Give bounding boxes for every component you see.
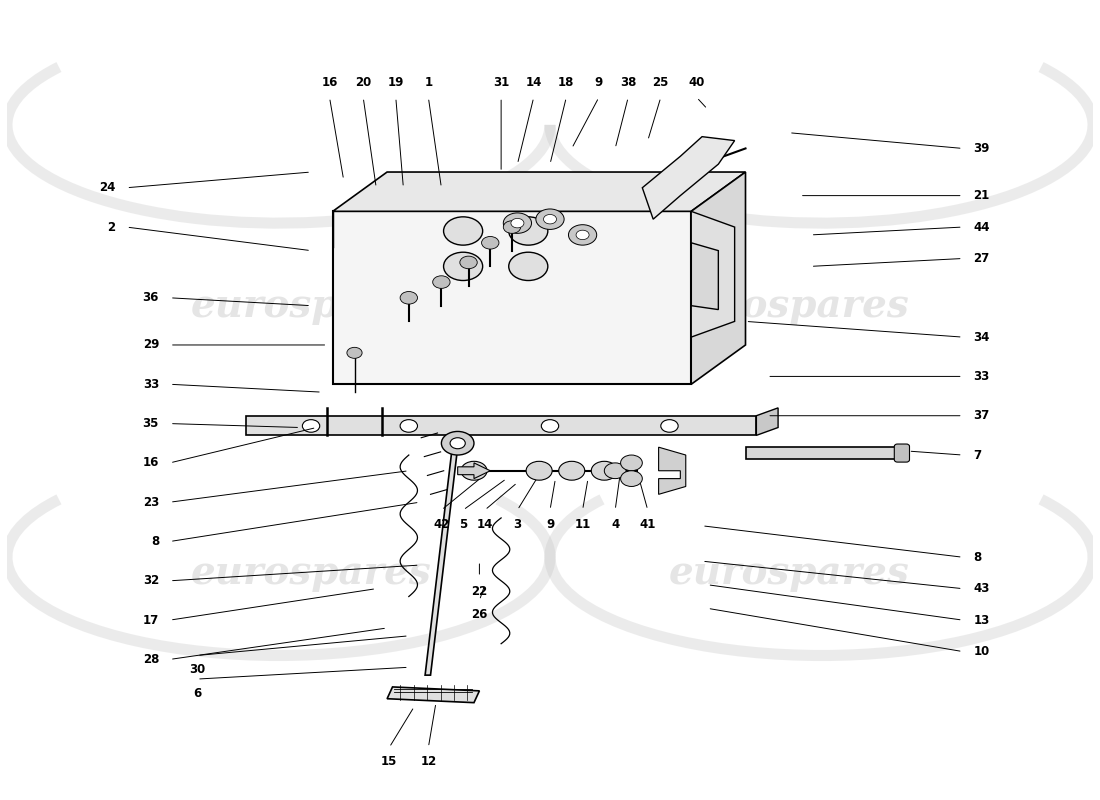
Text: 19: 19	[387, 77, 404, 90]
Text: 9: 9	[595, 77, 603, 90]
Text: 5: 5	[459, 518, 468, 531]
Text: 41: 41	[639, 518, 656, 531]
Polygon shape	[425, 447, 458, 675]
FancyBboxPatch shape	[333, 211, 691, 384]
Circle shape	[536, 209, 564, 230]
Text: 8: 8	[974, 550, 982, 564]
Text: 4: 4	[610, 518, 619, 531]
Text: 30: 30	[189, 663, 205, 676]
Text: 34: 34	[974, 330, 990, 344]
Polygon shape	[458, 463, 491, 478]
Text: 35: 35	[143, 417, 160, 430]
Text: 38: 38	[620, 77, 637, 90]
Text: eurospares: eurospares	[669, 554, 910, 592]
Text: 24: 24	[99, 182, 116, 194]
Text: 10: 10	[974, 645, 990, 658]
Text: 33: 33	[143, 378, 160, 390]
Text: 26: 26	[471, 608, 487, 622]
Circle shape	[620, 470, 642, 486]
Text: 40: 40	[689, 77, 705, 90]
Text: 32: 32	[143, 574, 160, 587]
Circle shape	[400, 420, 418, 432]
Polygon shape	[387, 687, 480, 702]
Text: 44: 44	[974, 221, 990, 234]
Text: 17: 17	[143, 614, 160, 626]
Text: eurospares: eurospares	[190, 554, 431, 592]
Circle shape	[460, 256, 477, 269]
Text: 15: 15	[381, 755, 397, 768]
Circle shape	[346, 347, 362, 358]
Polygon shape	[691, 211, 735, 337]
Circle shape	[482, 237, 499, 249]
Text: 3: 3	[514, 518, 521, 531]
Circle shape	[543, 214, 557, 224]
Text: 16: 16	[143, 456, 160, 470]
Text: 21: 21	[974, 189, 990, 202]
Text: 20: 20	[355, 77, 372, 90]
Polygon shape	[746, 447, 898, 459]
Circle shape	[510, 218, 524, 228]
Polygon shape	[691, 172, 746, 384]
Text: 29: 29	[143, 338, 160, 351]
Circle shape	[508, 252, 548, 281]
Text: 18: 18	[558, 77, 574, 90]
Circle shape	[461, 462, 487, 480]
Text: 42: 42	[433, 518, 450, 531]
Text: 14: 14	[526, 77, 542, 90]
Text: 2: 2	[108, 221, 115, 234]
Circle shape	[508, 217, 548, 245]
Text: 39: 39	[974, 142, 990, 155]
Text: 12: 12	[420, 755, 437, 768]
Text: 14: 14	[476, 518, 493, 531]
Polygon shape	[757, 408, 778, 435]
Text: eurospares: eurospares	[190, 286, 431, 325]
Text: 33: 33	[974, 370, 990, 383]
Circle shape	[441, 431, 474, 455]
Circle shape	[541, 420, 559, 432]
Circle shape	[559, 462, 585, 480]
Text: 16: 16	[321, 77, 338, 90]
Circle shape	[443, 252, 483, 281]
Text: 36: 36	[143, 291, 160, 304]
Circle shape	[569, 225, 596, 245]
Circle shape	[400, 291, 418, 304]
Circle shape	[620, 455, 642, 470]
Text: 28: 28	[143, 653, 160, 666]
Text: 37: 37	[974, 410, 990, 422]
FancyBboxPatch shape	[894, 444, 910, 462]
Text: 6: 6	[192, 687, 201, 700]
Circle shape	[504, 221, 520, 234]
Text: 7: 7	[974, 449, 981, 462]
Circle shape	[302, 420, 320, 432]
Circle shape	[604, 463, 626, 478]
Circle shape	[504, 213, 531, 234]
Text: 11: 11	[574, 518, 591, 531]
Circle shape	[443, 217, 483, 245]
Text: 25: 25	[652, 77, 669, 90]
Circle shape	[450, 438, 465, 449]
Circle shape	[432, 276, 450, 288]
Polygon shape	[642, 137, 735, 219]
Text: eurospares: eurospares	[669, 286, 910, 325]
Circle shape	[526, 462, 552, 480]
Text: 43: 43	[974, 582, 990, 595]
Text: 1: 1	[425, 77, 432, 90]
Text: 22: 22	[471, 585, 487, 598]
Text: 31: 31	[493, 77, 509, 90]
Circle shape	[576, 230, 590, 240]
Polygon shape	[333, 172, 746, 211]
Polygon shape	[659, 447, 685, 494]
Text: 8: 8	[151, 535, 160, 548]
Text: 23: 23	[143, 496, 160, 509]
Circle shape	[661, 420, 679, 432]
Text: 13: 13	[974, 614, 990, 626]
Text: 9: 9	[546, 518, 554, 531]
Circle shape	[592, 462, 617, 480]
FancyBboxPatch shape	[246, 416, 757, 435]
Text: 27: 27	[974, 252, 990, 265]
